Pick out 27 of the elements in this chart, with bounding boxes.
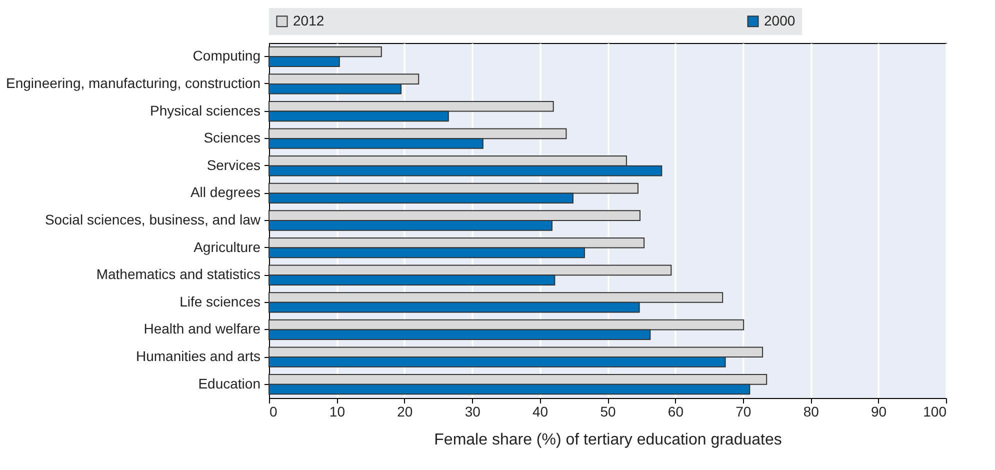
x-tick-label: 30 (464, 404, 481, 420)
y-tick-label: Agriculture (194, 238, 261, 255)
x-tick-label: 40 (532, 404, 548, 420)
x-tick-label: 50 (600, 404, 616, 420)
x-axis-title: Female share (%) of tertiary education graduates (434, 432, 782, 448)
legend-label: 2000 (764, 12, 796, 28)
y-tick-label: Health and welfare (144, 320, 261, 337)
y-tick-label: Engineering, manufacturing, construction (6, 74, 260, 91)
y-tick-label: Physical sciences (150, 102, 260, 118)
y-tick-label: Computing (192, 48, 260, 64)
x-tick-label: 70 (736, 404, 752, 420)
x-tick-label: 60 (668, 404, 684, 420)
y-tick-label: Social sciences, business, and law (44, 212, 262, 228)
y-tick-label: Humanities and arts (136, 348, 260, 364)
y-tick-label: Life sciences (180, 293, 260, 310)
y-tick-label: All degrees (190, 184, 260, 200)
x-tick-label: 90 (871, 404, 887, 420)
x-tick-label: 0 (270, 404, 278, 420)
y-tick-label: Sciences (204, 130, 260, 146)
x-tick-label: 20 (397, 404, 413, 420)
y-tick-label: Services (206, 156, 260, 173)
x-tick-label: 80 (803, 404, 820, 420)
x-tick-label: 100 (923, 404, 947, 420)
y-tick-label: Mathematics and statistics (96, 266, 260, 282)
legend-label: 2012 (293, 12, 324, 28)
y-tick-label: Education (198, 375, 260, 392)
x-tick-label: 10 (329, 404, 346, 420)
